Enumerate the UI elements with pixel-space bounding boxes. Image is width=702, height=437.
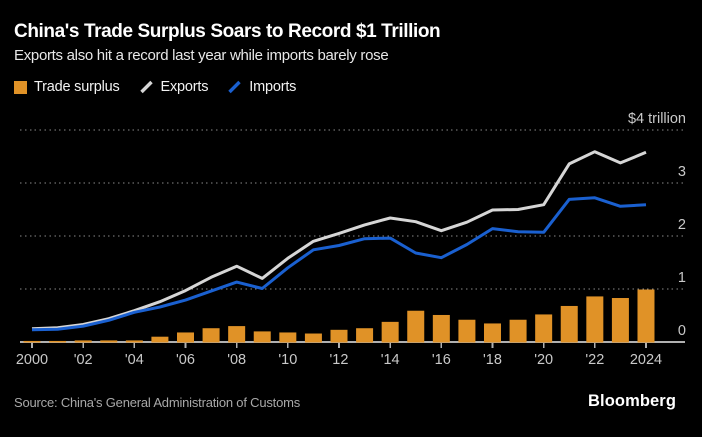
y-tick-label-4: $4 trillion — [628, 111, 686, 127]
y-tick-label-3: 3 — [678, 164, 686, 180]
chart-title: China's Trade Surplus Soars to Record $1… — [14, 21, 441, 42]
legend-label-exports: Exports — [160, 79, 209, 95]
trade-surplus-bar-2002 — [74, 340, 92, 343]
x-tick-label-2018: '18 — [483, 352, 502, 368]
x-tick-label-2022: '22 — [585, 352, 604, 368]
trade-surplus-bar-2011 — [304, 333, 322, 343]
trade-surplus-bar-2015 — [407, 310, 425, 343]
x-tick-label-2010: '10 — [278, 352, 297, 368]
legend-item-trade-surplus: Trade surplus — [14, 79, 120, 95]
trade-surplus-bar-2024 — [637, 289, 655, 343]
trade-surplus-bar-2014 — [381, 321, 399, 343]
trade-surplus-bar-2012 — [330, 329, 348, 343]
x-tick-label-2000: 2000 — [16, 352, 48, 368]
x-tick-label-2016: '16 — [432, 352, 451, 368]
imports-line — [31, 196, 647, 332]
trade-surplus-bar-2007 — [202, 328, 220, 343]
x-tick-label-2004: '04 — [125, 352, 144, 368]
imports-line-icon — [228, 80, 241, 94]
trade-surplus-bar-2000 — [23, 340, 41, 343]
chart-legend: Trade surplus Exports Imports — [14, 79, 296, 95]
trade-surplus-bar-2018 — [483, 323, 501, 343]
trade-surplus-bar-2005 — [151, 336, 169, 343]
legend-label-imports: Imports — [249, 79, 297, 95]
trade-surplus-bar-2009 — [253, 331, 271, 343]
y-tick-label-2: 2 — [678, 217, 686, 233]
trade-surplus-bar-2020 — [535, 314, 553, 343]
bloomberg-logo: Bloomberg — [588, 392, 676, 410]
trade-surplus-bar-2016 — [432, 314, 450, 343]
x-tick-label-2024: 2024 — [630, 352, 662, 368]
trade-surplus-bar-2023 — [611, 298, 629, 343]
trade-surplus-bar-2017 — [458, 319, 476, 343]
trade-surplus-bar-2003 — [100, 340, 118, 343]
legend-item-exports: Exports — [139, 79, 209, 95]
trade-surplus-bar-2004 — [125, 340, 143, 343]
legend-label-trade-surplus: Trade surplus — [34, 79, 120, 95]
source-attribution: Source: China's General Administration o… — [14, 395, 301, 410]
x-tick-label-2014: '14 — [381, 352, 400, 368]
y-tick-label-0: 0 — [678, 323, 686, 339]
x-tick-label-2002: '02 — [74, 352, 93, 368]
x-tick-label-2020: '20 — [534, 352, 553, 368]
y-tick-label-1: 1 — [678, 270, 686, 286]
chart-subtitle: Exports also hit a record last year whil… — [14, 47, 389, 64]
trade-surplus-bar-2013 — [356, 328, 374, 343]
trade-surplus-bar-2001 — [49, 340, 67, 343]
trade-surplus-bar-2022 — [586, 296, 604, 343]
exports-line-icon — [139, 80, 153, 94]
trade-surplus-bar-2021 — [560, 305, 578, 343]
legend-item-imports: Imports — [227, 79, 296, 95]
x-tick-label-2012: '12 — [330, 352, 349, 368]
trade-surplus-bar-2010 — [279, 332, 297, 343]
trade-surplus-swatch-icon — [14, 80, 27, 94]
trade-surplus-bar-2008 — [228, 326, 246, 343]
trade-surplus-bar-2006 — [176, 332, 194, 343]
trade-surplus-bar-2019 — [509, 319, 527, 343]
x-tick-label-2006: '06 — [176, 352, 195, 368]
exports-line — [31, 150, 647, 331]
x-tick-label-2008: '08 — [227, 352, 246, 368]
